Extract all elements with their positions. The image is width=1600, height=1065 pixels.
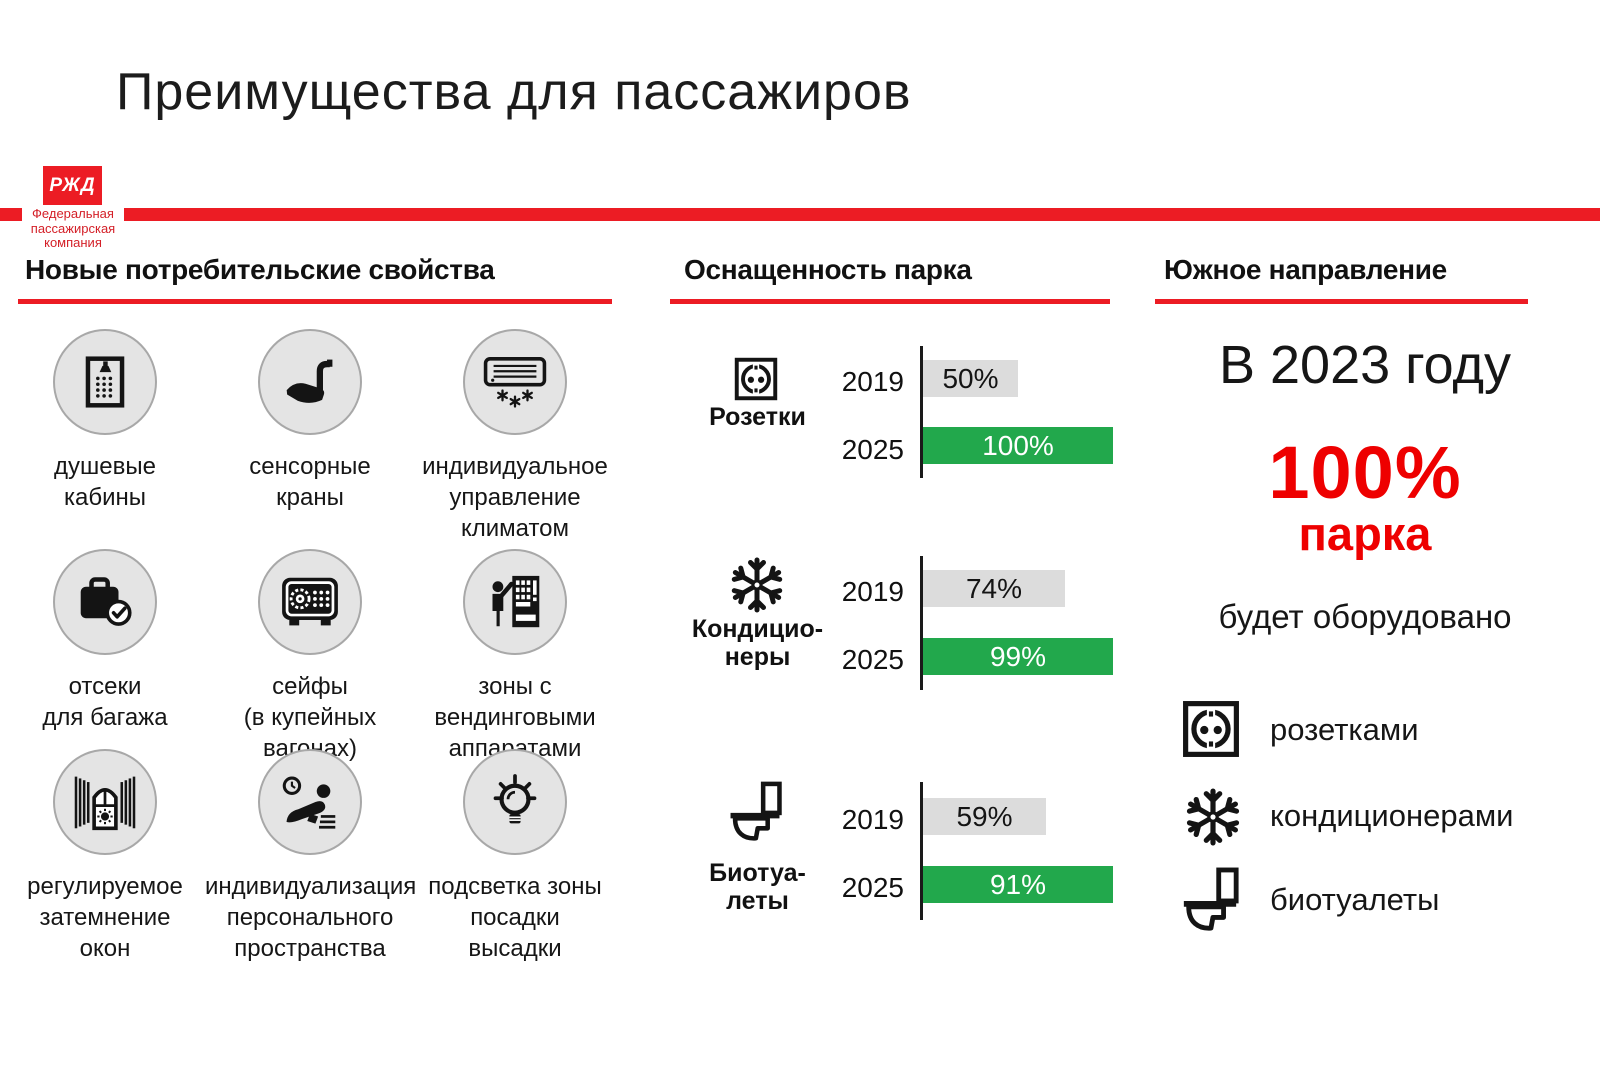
- red-divider-band: [0, 208, 1600, 221]
- feature-item: индивидуализация персонального пространс…: [205, 749, 417, 964]
- boarding-light-icon: [463, 749, 567, 855]
- bar-value: 91%: [989, 869, 1047, 900]
- fleet-header: Оснащенность парка: [684, 254, 972, 285]
- page-title: Преимущества для пассажиров: [116, 63, 912, 121]
- bar-2019: 74%: [923, 570, 1065, 607]
- luggage-icon: [53, 549, 157, 655]
- feature-item: зоны с вендинговыми аппаратами: [410, 549, 620, 764]
- feature-label: регулируемое затемнение окон: [27, 873, 183, 962]
- safe-icon: [258, 549, 362, 655]
- feature-item: душевые кабины: [0, 329, 210, 513]
- feature-item: отсеки для багажа: [0, 549, 210, 733]
- year-label: 2025: [841, 644, 904, 675]
- feature-item: регулируемое затемнение окон: [0, 749, 210, 964]
- south-intro-text: В 2023 году: [1218, 335, 1512, 395]
- year-label: 2025: [841, 872, 904, 903]
- feature-label: индивидуальное управление климатом: [422, 453, 608, 542]
- power-socket-icon: [1182, 700, 1240, 763]
- features-underline: [18, 299, 612, 304]
- south-outro-text: будет оборудовано: [1218, 598, 1512, 635]
- snowflake-icon: [1184, 787, 1242, 852]
- touch-faucet-icon: [258, 329, 362, 435]
- equipment-label: розетками: [1270, 712, 1419, 747]
- feature-label: индивидуализация персонального пространс…: [205, 873, 417, 962]
- logo-company-name: Федеральная пассажирская компания: [22, 204, 124, 256]
- equipment-label: биотуалеты: [1270, 882, 1440, 917]
- south-header: Южное направление: [1164, 254, 1447, 285]
- toilet-icon: [1179, 866, 1241, 939]
- bar-value: 100%: [982, 430, 1054, 461]
- feature-label: сейфы (в купейных вагонах): [243, 673, 377, 762]
- window-dimming-icon: [53, 749, 157, 855]
- chart-axis: [920, 782, 923, 920]
- bar-value: 74%: [965, 573, 1023, 604]
- bar-2019: 59%: [923, 798, 1046, 835]
- south-highlight-value: 100%: [1268, 431, 1462, 514]
- year-label: 2019: [841, 804, 904, 835]
- features-header: Новые потребительские свойства: [25, 254, 495, 285]
- bar-value: 59%: [956, 801, 1013, 832]
- toilet-icon: [726, 780, 784, 849]
- personal-space-icon: [258, 749, 362, 855]
- bar-value: 50%: [942, 363, 999, 394]
- feature-label: подсветка зоны посадки высадки: [428, 873, 602, 962]
- year-label: 2019: [841, 366, 904, 397]
- year-label: 2019: [841, 576, 904, 607]
- power-socket-icon: [734, 357, 778, 406]
- fleet-group-label: Розетки: [709, 403, 806, 431]
- snowflake-icon: [729, 556, 785, 619]
- feature-label: зоны с вендинговыми аппаратами: [434, 673, 596, 762]
- bar-2025: 91%: [923, 866, 1113, 903]
- vending-machine-icon: [463, 549, 567, 655]
- feature-item: сейфы (в купейных вагонах): [205, 549, 415, 764]
- chart-axis: [920, 346, 923, 478]
- bar-2025: 100%: [923, 427, 1113, 464]
- feature-label: душевые кабины: [54, 453, 156, 511]
- bar-2025: 99%: [923, 638, 1113, 675]
- rzd-logo: РЖД: [43, 166, 102, 205]
- fleet-group-label: Кондицио- неры: [691, 615, 824, 671]
- south-underline: [1155, 299, 1528, 304]
- feature-item: подсветка зоны посадки высадки: [410, 749, 620, 964]
- shower-icon: [53, 329, 157, 435]
- fleet-underline: [670, 299, 1110, 304]
- chart-axis: [920, 556, 923, 690]
- feature-item: сенсорные краны: [205, 329, 415, 513]
- feature-label: сенсорные краны: [249, 453, 371, 511]
- bar-value: 99%: [989, 641, 1047, 672]
- bar-2019: 50%: [923, 360, 1018, 397]
- year-label: 2025: [841, 434, 904, 465]
- feature-label: отсеки для багажа: [42, 673, 168, 731]
- equipment-label: кондиционерами: [1270, 798, 1514, 833]
- feature-item: индивидуальное управление климатом: [410, 329, 620, 544]
- south-highlight-unit: парка: [1298, 507, 1432, 560]
- climate-control-icon: [463, 329, 567, 435]
- fleet-group-label: Биотуа- леты: [709, 859, 806, 915]
